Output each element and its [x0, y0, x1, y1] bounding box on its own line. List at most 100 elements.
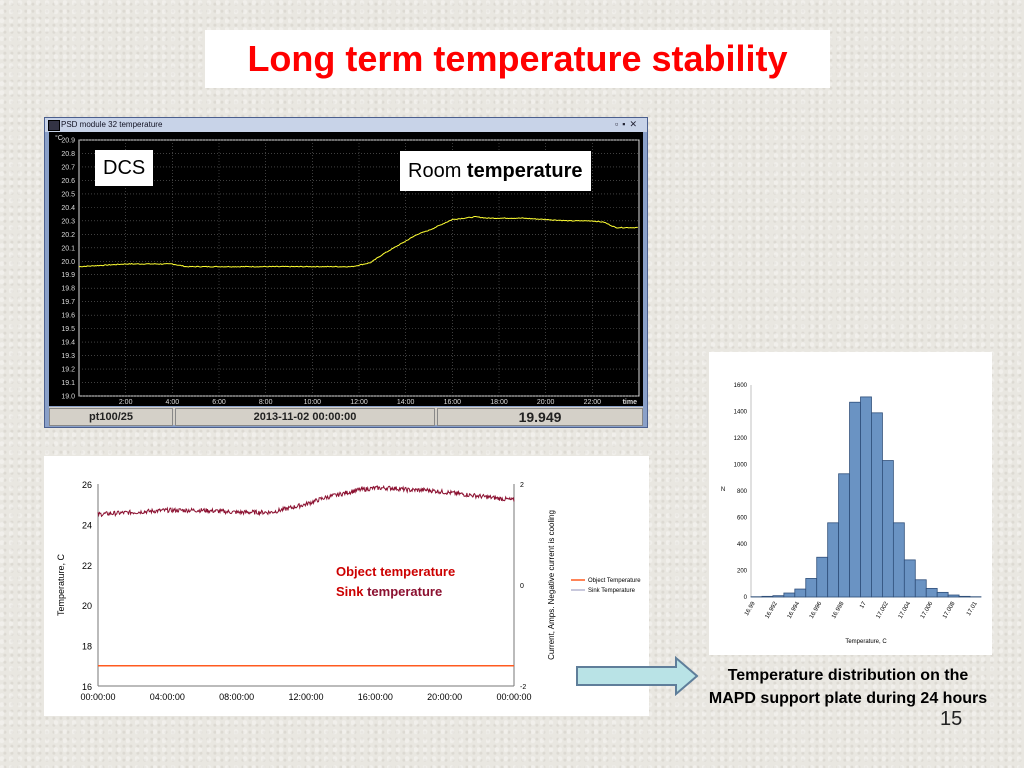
y-tick-label: 18 [82, 642, 92, 652]
y-tick-label: 20.9 [61, 138, 75, 145]
histogram-chart: 1600 1400 1200 1000 800 600 400 200 016.99 16.992… [721, 383, 982, 645]
close-icon[interactable]: ✕ [629, 119, 641, 129]
y2-tick-label: 2 [520, 482, 524, 489]
y-tick-label: 20.0 [61, 259, 75, 266]
histogram-bar [903, 559, 916, 598]
slide-title: Long term temperature stability [247, 38, 788, 79]
y-tick-label: 20.2 [61, 232, 75, 239]
legend-label-object: Object Temperature [588, 578, 641, 584]
histogram-bar [860, 396, 872, 598]
y-tick-label: 19.7 [61, 299, 75, 306]
x-tick-label: 20:00 [537, 399, 555, 406]
x-tick-label: 18:00 [490, 399, 508, 406]
temperature-chart-panel: 26 24 22 20 18 16 2 0 -2 00:00:00 04:00:00 08:00:00… [44, 456, 649, 716]
histogram-bar [871, 412, 883, 598]
histogram-bar [761, 595, 774, 598]
x-tick-label: 14:00 [397, 399, 415, 406]
y-tick-label: 19.9 [61, 272, 75, 279]
y-tick-label: 600 [737, 516, 748, 522]
histogram-caption: Temperature distribution on the MAPD sup… [708, 667, 988, 707]
x-tick-label: 6:00 [212, 399, 226, 406]
y-tick-label: 1200 [734, 436, 748, 442]
room-label-prefix: Room [408, 160, 467, 182]
x-axis-label: Temperature, C [845, 639, 887, 645]
status-bar: pt100/25 2013-11-02 00:00:00 19.949 [49, 407, 643, 426]
x-tick-label: 16:00 [444, 399, 462, 406]
histogram-bar [849, 401, 861, 598]
x-tick-label: 00:00:00 [496, 692, 531, 702]
y-tick-label: 200 [737, 569, 748, 575]
dcs-label: DCS [95, 150, 154, 186]
y-tick-label: 24 [82, 520, 92, 530]
x-tick-label: 16.99 [744, 600, 757, 617]
y-tick-label: 19.0 [61, 394, 75, 401]
y-tick-label: 19.3 [61, 353, 75, 360]
x-tick-label: 20:00:00 [427, 692, 462, 702]
x-tick-label: 00:00:00 [80, 692, 115, 702]
y-tick-label: 20.8 [61, 151, 75, 158]
sink-rest: temperature [363, 584, 443, 599]
temperature-trace [78, 216, 638, 268]
histogram-bar [925, 587, 938, 598]
legend-label-sink: Sink Temperature [588, 588, 636, 594]
histogram-bar [816, 556, 829, 598]
x-tick-label: 17.004 [898, 600, 913, 619]
x-tick-label: 08:00:00 [219, 692, 254, 702]
y-tick-label: 19.6 [61, 313, 75, 320]
window-title: PSD module 32 temperature [61, 120, 163, 129]
y2-tick-label: -2 [520, 684, 526, 691]
y-tick-label: 1600 [734, 383, 748, 389]
status-datetime: 2013-11-02 00:00:00 [175, 408, 435, 426]
histogram-bar [947, 594, 960, 598]
y-tick-label: 0 [744, 595, 748, 601]
y-tick-label: 19.2 [61, 367, 75, 374]
y-tick-label: 20.5 [61, 191, 75, 198]
x-tick-label: 2:00 [119, 399, 133, 406]
window-controls[interactable]: ▫▪✕ [615, 119, 641, 130]
y-tick-label: 26 [82, 480, 92, 490]
room-temperature-label: Room temperature [400, 151, 591, 191]
status-sensor: pt100/25 [49, 408, 173, 426]
x-tick-label: 12:00 [350, 399, 368, 406]
y-tick-label: 22 [82, 561, 92, 571]
histogram-panel: 1600 1400 1200 1000 800 600 400 200 0 16.99 16.992… [709, 352, 992, 655]
y-tick-label: 19.8 [61, 286, 75, 293]
x-tick-label: 17.002 [876, 600, 891, 619]
x-tick-label: 8:00 [259, 399, 273, 406]
y-tick-label: 20.1 [61, 245, 75, 252]
histogram-bar [794, 588, 807, 598]
y-axis-label: N [721, 487, 725, 493]
y-tick-label: 20.7 [61, 164, 75, 171]
minimize-icon[interactable]: ▪ [622, 119, 630, 129]
x-tick-label: 16.996 [809, 600, 824, 619]
y-tick-label: 19.4 [61, 340, 75, 347]
x-tick-label: 16:00:00 [358, 692, 393, 702]
y-tick-label: 20.6 [61, 178, 75, 185]
room-label-bold: temperature [466, 160, 583, 182]
x-tick-label: 16.998 [831, 600, 846, 619]
y-tick-label: 1000 [734, 463, 748, 469]
status-value: 19.949 [437, 408, 643, 426]
x-tick-label: 4:00 [166, 399, 180, 406]
y-tick-label: 400 [737, 542, 748, 548]
histogram-bar [838, 473, 850, 598]
x-tick-label: 04:00:00 [150, 692, 185, 702]
restore-icon[interactable]: ▫ [615, 119, 623, 129]
histogram-bar [958, 595, 971, 598]
sink-temperature-line [97, 484, 515, 518]
x-tick-label: 17.01 [966, 600, 979, 617]
sink-word: Sink [336, 584, 364, 599]
dcs-chart: °C20.9 20.8 20.7 20.6 20.5 20.4 20.3 20.2 20.1 20… [55, 134, 640, 406]
y-tick-label: 800 [737, 489, 748, 495]
slide-title-box: Long term temperature stability [205, 30, 830, 88]
y-tick-label: 19.5 [61, 326, 75, 333]
y-tick-label: 16 [82, 682, 92, 692]
x-tick-label: 16.994 [787, 600, 802, 619]
y-tick-label: 20 [82, 601, 92, 611]
x-tick-label: 10:00 [304, 399, 322, 406]
y-axis-unit: °C [55, 134, 63, 142]
y2-tick-label: 0 [520, 583, 524, 590]
histogram-bar [783, 592, 796, 598]
x-tick-label: 12:00:00 [288, 692, 323, 702]
